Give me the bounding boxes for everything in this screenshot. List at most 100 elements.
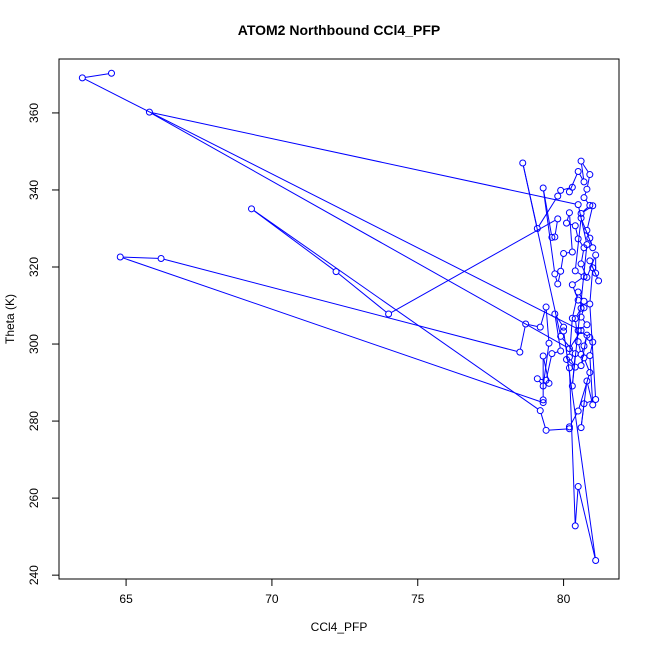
data-point [571, 222, 579, 230]
data-point [592, 396, 600, 404]
series-segment [581, 250, 584, 262]
data-point [78, 74, 86, 82]
data-point [554, 192, 562, 200]
y-axis-label: Theta (K) [3, 294, 17, 344]
data-point [557, 186, 565, 194]
data-point [574, 483, 582, 491]
data-point [592, 557, 600, 565]
data-point [586, 300, 594, 308]
data-point [586, 352, 594, 360]
series-segment [574, 277, 582, 284]
series-segment [581, 310, 584, 315]
series-segment [540, 413, 546, 428]
data-point [583, 331, 591, 339]
series-segment [581, 338, 587, 363]
data-point [533, 224, 541, 232]
data-point [568, 314, 576, 322]
series-segment [538, 380, 542, 384]
x-tick-label: 75 [411, 592, 425, 606]
data-point [563, 355, 570, 363]
data-point [577, 209, 585, 217]
series-segment [584, 360, 590, 370]
series-segment [390, 219, 556, 313]
series-segment [579, 173, 583, 180]
data-point [385, 310, 393, 318]
series-segment [556, 316, 563, 325]
data-point [548, 233, 556, 241]
series-segment [569, 321, 573, 355]
data-point [583, 185, 591, 193]
series-segment [570, 174, 578, 190]
series-segment [581, 266, 587, 275]
series-segment [578, 207, 587, 242]
y-tick-label: 240 [27, 565, 41, 585]
series-segment [587, 208, 593, 228]
series-segment [543, 358, 549, 381]
y-tick-label: 340 [27, 180, 41, 200]
data-point [580, 178, 588, 186]
series-segment [577, 272, 582, 276]
data-point [586, 234, 594, 242]
data-point [580, 273, 588, 281]
data-point [577, 304, 585, 312]
series-segment [582, 319, 586, 323]
data-point [577, 350, 585, 358]
data-point [560, 327, 568, 335]
series-segment [528, 324, 538, 327]
series-segment [582, 163, 589, 173]
data-point [580, 194, 588, 202]
data-point [586, 171, 594, 179]
data-point [565, 345, 573, 353]
series-segment [85, 73, 109, 78]
data-point [577, 362, 585, 370]
series-segment [562, 338, 574, 352]
data-point [536, 407, 544, 415]
data-point [116, 253, 124, 261]
y-tick-label: 300 [27, 334, 41, 354]
data-point [565, 425, 573, 433]
series-segment [582, 207, 588, 212]
data-point [592, 269, 600, 277]
data-point [557, 347, 565, 355]
data-point [589, 244, 597, 252]
series-segment [569, 370, 576, 523]
series-segment [338, 273, 387, 313]
data-point [577, 424, 585, 432]
data-point [565, 423, 573, 431]
series-segment [584, 337, 587, 344]
data-point [539, 184, 547, 192]
series-segment [576, 310, 581, 317]
series-segment [122, 257, 541, 403]
series-segment [568, 361, 574, 366]
data-point [580, 297, 588, 305]
data-point [539, 382, 547, 390]
data-point [589, 202, 597, 210]
data-point [545, 339, 553, 347]
data-point [577, 157, 585, 165]
data-point [574, 167, 582, 175]
series-segment [572, 294, 579, 316]
series-segment [151, 113, 568, 348]
data-point [574, 235, 582, 243]
data-point [542, 426, 550, 434]
series-segment [580, 406, 585, 425]
series-segment [549, 428, 567, 431]
data-point [554, 215, 562, 223]
data-point [592, 251, 600, 259]
data-point [560, 323, 568, 331]
data-point [568, 382, 576, 390]
data-point [157, 255, 165, 263]
data-point [583, 377, 591, 385]
series-segment [578, 344, 581, 352]
series-segment [578, 489, 596, 558]
data-point [536, 323, 544, 331]
series-segment [543, 346, 550, 384]
data-point [565, 209, 573, 217]
data-point [577, 214, 585, 222]
series-segment [575, 221, 582, 268]
data-point [551, 270, 559, 278]
series-segment [545, 310, 550, 341]
data-point [539, 399, 547, 407]
data-point [574, 327, 582, 335]
x-tick-label: 80 [557, 592, 571, 606]
